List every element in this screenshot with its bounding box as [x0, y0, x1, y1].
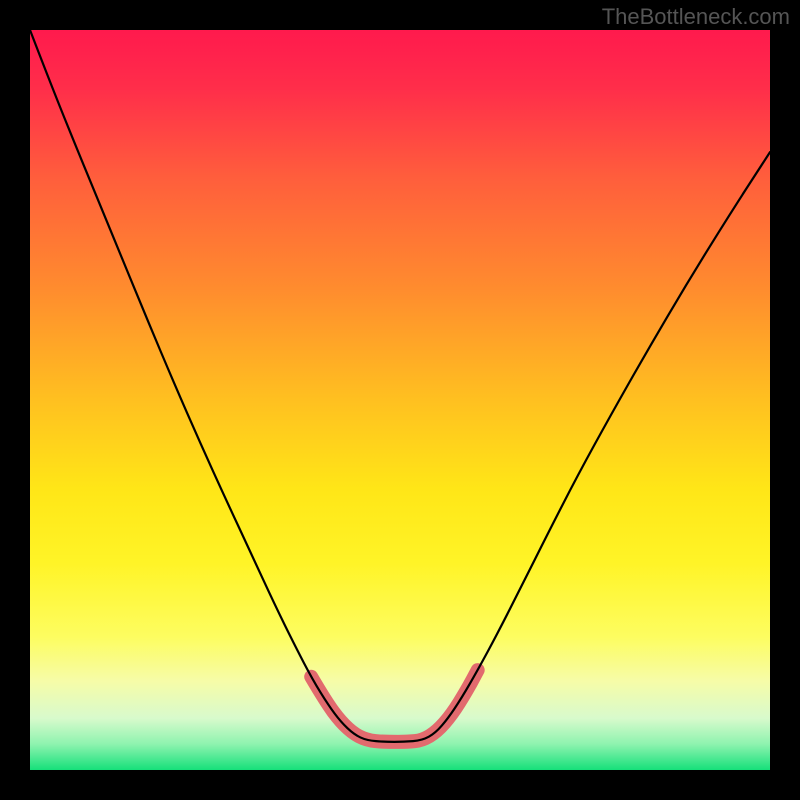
watermark-text: TheBottleneck.com — [602, 4, 790, 30]
plot-background — [30, 30, 770, 770]
bottleneck-chart — [0, 0, 800, 800]
